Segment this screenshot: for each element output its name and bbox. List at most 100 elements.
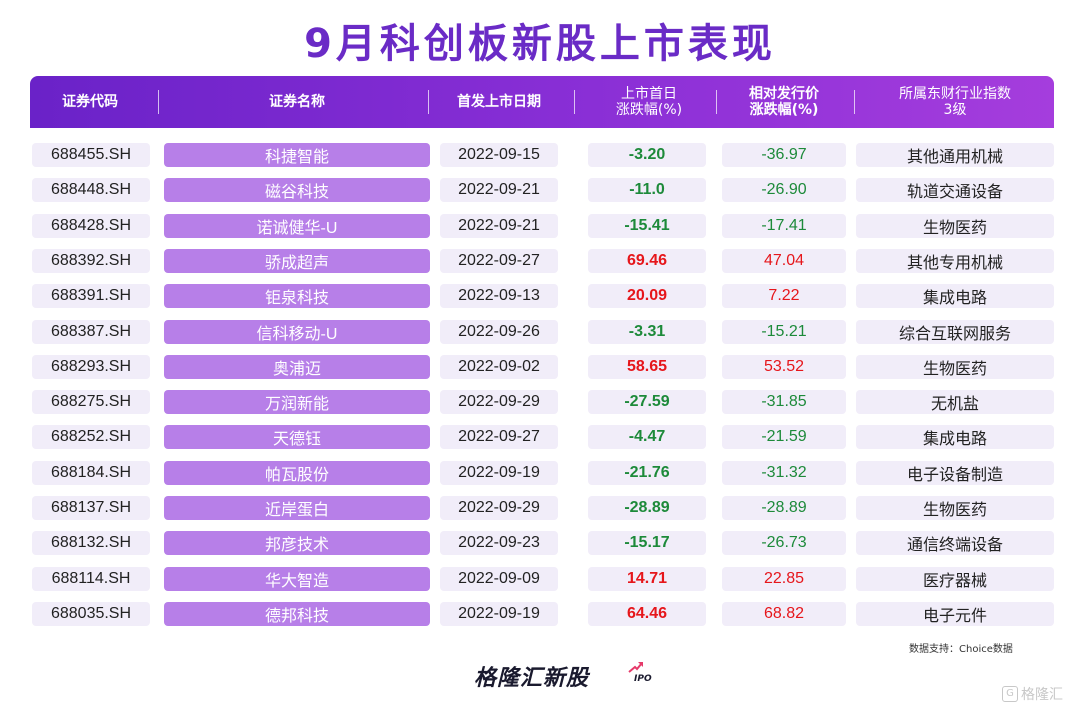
cell-first-day-change: 58.65 [588,354,706,379]
cell-industry: 其他通用机械 [856,143,1054,167]
cell-name: 华大智造 [164,566,430,591]
cell-first-day-change: 14.71 [588,566,706,591]
table-row: 688428.SH 诺诚健华-U 2022-09-21 -15.41 -17.41 生物医… [0,211,1080,241]
cell-first-day-change: -21.76 [588,460,706,485]
cell-relative-change: -31.85 [722,390,846,415]
cell-name: 奥浦迈 [164,354,430,379]
cell-date: 2022-09-09 [440,566,558,591]
cell-industry: 医疗器械 [856,566,1054,591]
cell-code: 688252.SH [32,425,150,450]
cell-first-day-change: -27.59 [588,390,706,415]
cell-code: 688035.SH [32,601,150,626]
table-row: 688455.SH 科捷智能 2022-09-15 -3.20 -36.97 其他通用机械 [0,140,1080,170]
cell-date: 2022-09-19 [440,460,558,485]
header-divider [854,90,855,114]
cell-name: 万润新能 [164,390,430,415]
data-source-note: 数据支持：Choice数据 [909,644,1013,655]
table-row: 688391.SH 钜泉科技 2022-09-13 20.09 7.22 集成电路 [0,281,1080,311]
cell-first-day-change: -3.31 [588,319,706,344]
cell-industry: 其他专用机械 [856,248,1054,273]
cell-code: 688387.SH [32,319,150,344]
table-row: 688392.SH 骄成超声 2022-09-27 69.46 47.04 其他专用机械 [0,246,1080,276]
cell-date: 2022-09-02 [440,354,558,379]
cell-code: 688392.SH [32,248,150,273]
cell-relative-change: -31.32 [722,460,846,485]
trend-arrow-icon [628,662,643,673]
cell-code: 688137.SH [32,496,150,520]
cell-relative-change: -36.97 [722,143,846,167]
cell-code: 688184.SH [32,460,150,485]
cell-name: 德邦科技 [164,601,430,626]
header-divider [716,90,717,114]
cell-first-day-change: -15.17 [588,531,706,556]
cell-relative-change: -26.90 [722,178,846,203]
cell-code: 688391.SH [32,284,150,309]
watermark-logo-icon: G [1002,686,1018,702]
cell-first-day-change: 20.09 [588,284,706,309]
cell-date: 2022-09-27 [440,248,558,273]
cell-industry: 轨道交通设备 [856,178,1054,203]
brand-logo-text: 格隆汇新股 [474,666,590,691]
header-date: 首发上市日期 [457,94,541,110]
cell-relative-change: 68.82 [722,601,846,626]
cell-relative-change: 22.85 [722,566,846,591]
table-row: 688387.SH 信科移动-U 2022-09-26 -3.31 -15.21 综合互联… [0,317,1080,347]
header-first-day: 上市首日 涨跌幅(%) [590,76,708,128]
cell-industry: 电子设备制造 [856,460,1054,485]
cell-industry: 生物医药 [856,496,1054,520]
cell-name: 诺诚健华-U [164,213,430,238]
header-industry-line1: 所属东财行业指数 [899,86,1011,102]
table-row: 688137.SH 近岸蛋白 2022-09-29 -28.89 -28.89 生物医药 [0,493,1080,523]
cell-industry: 无机盐 [856,390,1054,415]
header-divider [158,90,159,114]
header-first-day-line2: 涨跌幅(%) [615,102,683,118]
cell-date: 2022-09-15 [440,143,558,167]
cell-code: 688448.SH [32,178,150,203]
header-industry-line2: 3级 [943,102,967,118]
cell-first-day-change: -28.89 [588,496,706,520]
cell-industry: 通信终端设备 [856,531,1054,556]
cell-name: 科捷智能 [164,143,430,167]
header-name: 证券名称 [269,94,325,110]
table-row: 688448.SH 磁谷科技 2022-09-21 -11.0 -26.90 轨道交通设备 [0,175,1080,205]
cell-date: 2022-09-19 [440,601,558,626]
cell-date: 2022-09-27 [440,425,558,450]
cell-relative-change: -21.59 [722,425,846,450]
cell-date: 2022-09-29 [440,390,558,415]
cell-industry: 集成电路 [856,284,1054,309]
header-code: 证券代码 [62,94,118,110]
cell-name: 帕瓦股份 [164,460,430,485]
cell-industry: 电子元件 [856,601,1054,626]
cell-relative-change: 7.22 [722,284,846,309]
page-title: 9月科创板新股上市表现 [304,21,776,67]
cell-first-day-change: -3.20 [588,143,706,167]
cell-first-day-change: -15.41 [588,213,706,238]
cell-date: 2022-09-21 [440,178,558,203]
cell-date: 2022-09-23 [440,531,558,556]
cell-code: 688428.SH [32,213,150,238]
cell-date: 2022-09-26 [440,319,558,344]
cell-code: 688455.SH [32,143,150,167]
cell-relative-change: 47.04 [722,248,846,273]
table-row: 688293.SH 奥浦迈 2022-09-02 58.65 53.52 生物医药 [0,352,1080,382]
header-divider [574,90,575,114]
cell-name: 骄成超声 [164,248,430,273]
cell-code: 688293.SH [32,354,150,379]
cell-code: 688275.SH [32,390,150,415]
cell-relative-change: -17.41 [722,213,846,238]
header-relative-line1: 相对发行价 [749,86,819,102]
cell-first-day-change: 69.46 [588,248,706,273]
table-row: 688132.SH 邦彦技术 2022-09-23 -15.17 -26.73 通信终端设… [0,528,1080,558]
table-row: 688184.SH 帕瓦股份 2022-09-19 -21.76 -31.32 电子设备制… [0,458,1080,488]
cell-relative-change: -26.73 [722,531,846,556]
cell-industry: 生物医药 [856,213,1054,238]
cell-date: 2022-09-29 [440,496,558,520]
cell-name: 钜泉科技 [164,284,430,309]
cell-date: 2022-09-13 [440,284,558,309]
cell-relative-change: 53.52 [722,354,846,379]
watermark-text: 格隆汇 [1021,687,1063,703]
table-row: 688035.SH 德邦科技 2022-09-19 64.46 68.82 电子元件 [0,599,1080,629]
cell-first-day-change: 64.46 [588,601,706,626]
watermark: G 格隆汇 [1002,684,1063,704]
header-first-day-line1: 上市首日 [620,86,677,102]
